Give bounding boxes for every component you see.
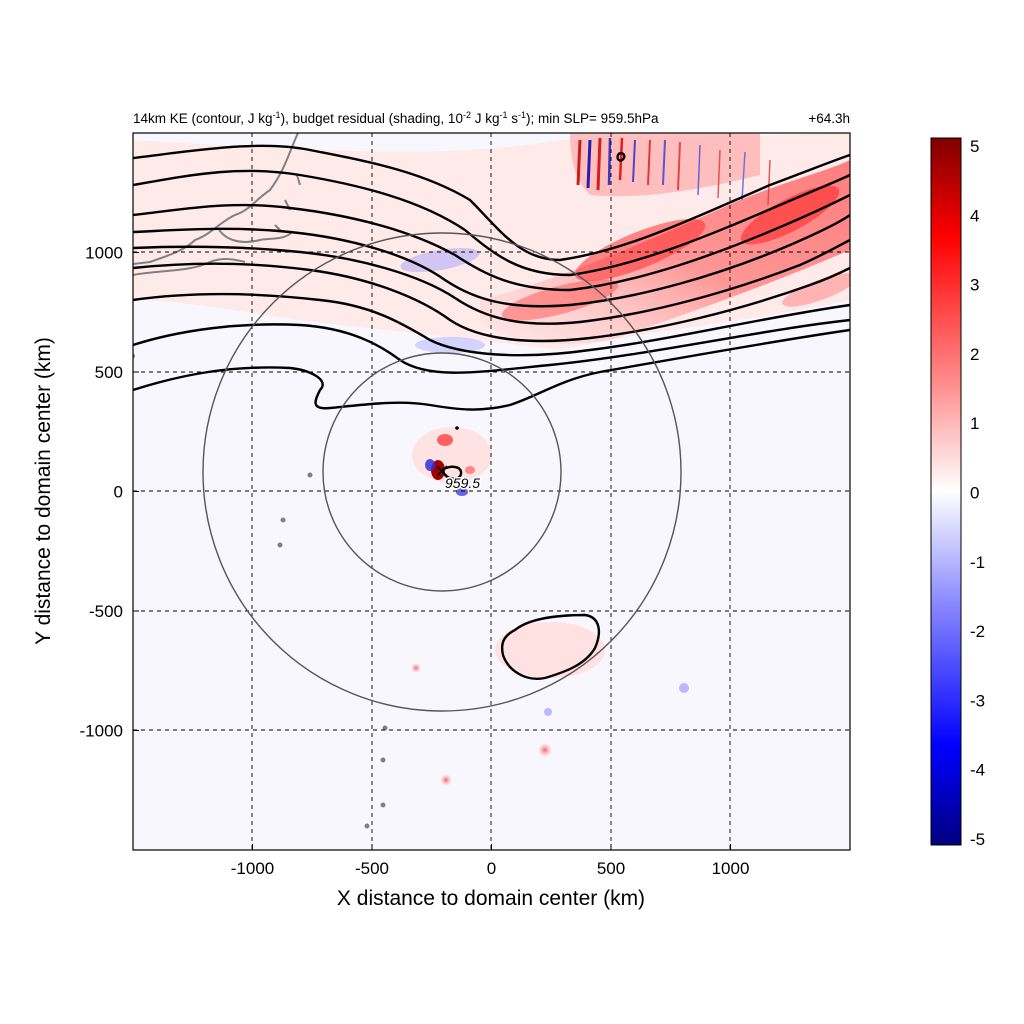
colorbar-tick-label: -3 <box>970 691 985 710</box>
range-circles <box>202 232 682 712</box>
x-axis-label: X distance to domain center (km) <box>337 887 645 910</box>
y-tick-label: 0 <box>114 483 123 502</box>
colorbar-tick-label: 0 <box>970 484 979 503</box>
plot-title: 14km KE (contour, J kg-1), budget residu… <box>133 110 659 126</box>
colorbar-gradient <box>930 137 962 846</box>
plot-area: 959.5 <box>133 133 850 850</box>
storm-center-marker <box>436 426 459 477</box>
forecast-hour: +64.3h <box>808 111 850 126</box>
min-slp-label: 959.5 <box>445 475 480 491</box>
colorbar-tick-label: 4 <box>970 206 979 225</box>
x-tick-label: 1000 <box>712 859 750 878</box>
colorbar-tick-label: -1 <box>970 553 985 572</box>
x-tick-label: -500 <box>355 859 389 878</box>
coastline <box>133 133 388 829</box>
colorbar-tick-label: -4 <box>970 761 985 780</box>
colorbar-ticks: 5 4 3 2 1 0 -1 -2 -3 -4 -5 <box>970 137 985 849</box>
colorbar: 5 4 3 2 1 0 -1 -2 -3 -4 -5 <box>930 137 985 849</box>
title-part: -1 <box>499 110 507 120</box>
title-part: s <box>508 111 519 126</box>
y-tick-label: -500 <box>89 602 123 621</box>
title-part: -1 <box>273 110 281 120</box>
title-part: 14km KE (contour, J kg <box>133 111 273 126</box>
title-part: ); min SLP= 959.5hPa <box>526 111 659 126</box>
ke-contours <box>133 144 850 680</box>
circle-1000km <box>202 232 682 712</box>
colorbar-tick-label: -2 <box>970 622 985 641</box>
x-tick-label: 500 <box>597 859 625 878</box>
title-part: J kg <box>471 111 500 126</box>
y-axis-label: Y distance to domain center (km) <box>32 337 55 645</box>
x-axis-ticks: -1000 -500 0 500 1000 <box>231 844 750 878</box>
residual-shading <box>133 133 850 786</box>
colorbar-tick-label: 2 <box>970 345 979 364</box>
colorbar-tick-label: 5 <box>970 137 979 156</box>
x-tick-label: 0 <box>487 859 496 878</box>
colorbar-tick-label: -5 <box>970 830 985 849</box>
colorbar-tick-label: 1 <box>970 414 979 433</box>
colorbar-tick-label: 3 <box>970 276 979 295</box>
y-tick-label: 500 <box>95 363 123 382</box>
y-tick-label: 1000 <box>85 244 123 263</box>
y-tick-label: -1000 <box>80 722 123 741</box>
title-part: -2 <box>463 110 471 120</box>
title-part: ), budget residual (shading, 10 <box>281 111 463 126</box>
x-tick-label: -1000 <box>231 859 274 878</box>
circle-500km <box>322 352 562 592</box>
title-part: -1 <box>518 110 526 120</box>
y-axis-ticks: -1000 -500 0 500 1000 <box>80 244 139 741</box>
